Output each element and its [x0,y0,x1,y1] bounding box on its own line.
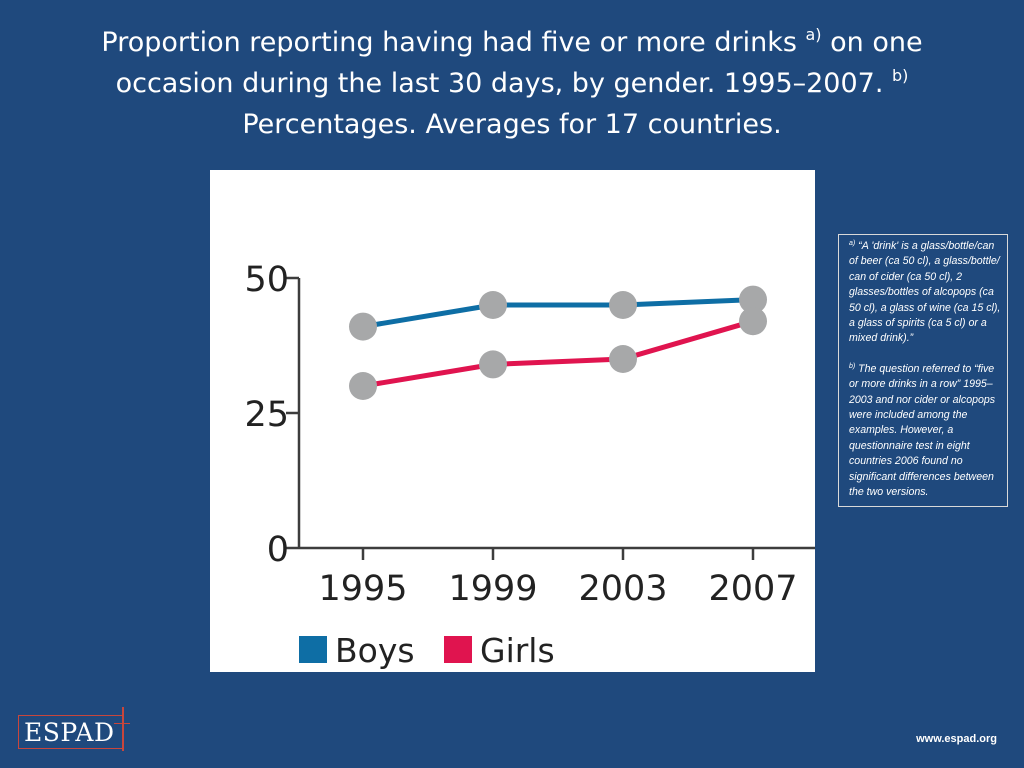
chart-series [362,297,754,389]
logo-cross-vertical [122,707,124,751]
footnote-b-text: The question referred to “five or more d… [849,362,996,499]
x-tick-label: 2003 [578,569,667,609]
boys-series-line [362,297,754,330]
girls-series-line [362,318,754,389]
footnote-a: a) “A 'drink' is a glass/bottle/can of b… [849,239,1001,347]
logo-cross-horizontal [114,723,130,724]
girls-data-point [479,350,507,379]
logo-frame [18,715,122,749]
chart-panel: 0 25 50 1995 1999 2003 2007 Boys Girls [210,170,815,672]
girls-data-point [349,372,377,400]
title-part-2: on one occasion during the last 30 days,… [115,27,923,99]
y-tick-label: 50 [244,260,289,300]
x-tick-label: 1999 [448,569,537,609]
logo-text: ESPAD [24,718,115,747]
line-chart: 0 25 50 1995 1999 2003 2007 Boys Girls [244,260,815,670]
boys-data-point [739,285,767,314]
slide-title: Proportion reporting having had five or … [60,22,964,145]
girls-legend-label: Girls [480,631,555,670]
footnote-b-mark: b) [849,362,856,370]
chart-legend: Boys Girls [299,631,555,670]
website-link[interactable]: www.espad.org [916,733,997,745]
title-part-1: Proportion reporting having had five or … [101,27,806,58]
boys-legend-swatch [299,636,327,663]
footnote-a-text: “A 'drink' is a glass/bottle/can of beer… [849,240,1001,345]
y-tick-label: 0 [267,530,289,570]
girls-data-point [609,345,637,373]
boys-data-point [479,291,507,319]
girls-legend-swatch [444,636,472,663]
x-tick-label: 2007 [708,569,797,609]
espad-logo: ESPAD [18,707,130,751]
chart-markers [349,285,767,400]
footnote-b: b) The question referred to “five or mor… [849,362,1001,501]
boys-data-point [349,312,377,341]
boys-legend-label: Boys [335,631,415,670]
y-tick-label: 25 [244,395,289,435]
footnote-a-mark: a) [849,240,856,247]
boys-data-point [609,291,637,319]
title-part-3: Percentages. Averages for 17 countries. [242,109,782,140]
chart-axes [297,278,815,550]
girls-data-point [739,307,767,336]
x-tick-label: 1995 [318,569,407,609]
chart-ticks: 0 25 50 1995 1999 2003 2007 [244,260,797,609]
title-footnote-mark-b: b) [892,66,909,85]
footnote-box: a) “A 'drink' is a glass/bottle/can of b… [838,234,1008,507]
title-footnote-mark-a: a) [805,25,822,44]
